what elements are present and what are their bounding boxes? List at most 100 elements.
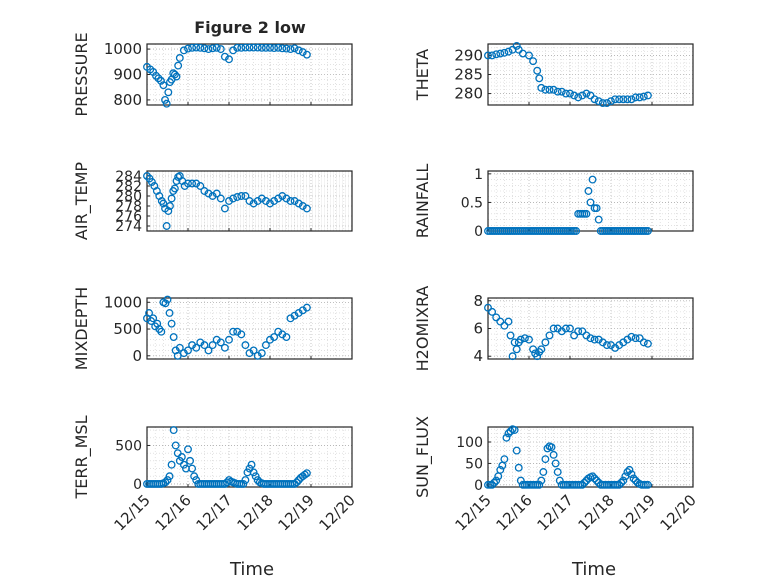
data-point: [543, 444, 552, 453]
data-point: [261, 197, 270, 205]
data-point: [186, 456, 194, 465]
data-point: [208, 192, 217, 200]
data-point: [249, 468, 258, 477]
data-point: [237, 43, 246, 52]
axes-background: [147, 298, 352, 359]
data-point: [623, 468, 632, 476]
data-point: [627, 470, 636, 479]
data-point: [177, 453, 186, 461]
y-tick-label: 0: [133, 477, 142, 493]
data-point: [561, 324, 570, 333]
x-tick-label: 12/17: [534, 491, 577, 534]
data-point: [584, 187, 593, 195]
data-point: [237, 330, 246, 339]
data-point: [510, 426, 519, 434]
y-tick-label: 900: [113, 66, 142, 84]
data-point: [261, 341, 270, 350]
data-point: [167, 460, 176, 469]
data-point: [190, 472, 199, 481]
data-point: [147, 178, 156, 186]
data-point: [617, 478, 626, 487]
data-point: [549, 450, 558, 459]
data-point: [200, 187, 209, 195]
data-point: [188, 464, 197, 473]
data-point: [282, 194, 291, 203]
data-point: [602, 99, 611, 108]
x-tick-label: 12/18: [575, 491, 618, 534]
data-point: [551, 459, 560, 468]
data-point: [492, 313, 501, 322]
data-point: [639, 92, 648, 101]
data-point: [216, 45, 225, 54]
data-point: [294, 199, 303, 208]
data-point: [170, 70, 179, 79]
data-point: [504, 429, 513, 438]
y-tick-label: 800: [113, 91, 142, 109]
data-point: [156, 76, 165, 85]
x-tick-label: 12/19: [275, 491, 318, 534]
y-tick-label: 0.5: [461, 195, 483, 211]
data-point: [594, 97, 603, 106]
data-point: [225, 476, 233, 485]
data-point: [204, 346, 213, 355]
data-point: [490, 478, 499, 487]
data-point: [266, 199, 274, 208]
data-point: [220, 343, 229, 352]
y-axis-label: THETA: [413, 49, 432, 101]
y-tick-label: 6: [473, 320, 483, 338]
data-point: [525, 335, 533, 344]
data-point: [588, 175, 597, 184]
y-tick-label: 500: [115, 438, 142, 454]
data-point: [615, 480, 624, 489]
data-point: [247, 460, 256, 469]
data-point: [225, 55, 233, 64]
data-point: [159, 81, 168, 90]
data-point: [590, 335, 599, 344]
data-point: [192, 179, 201, 188]
data-point: [278, 44, 287, 53]
data-point: [167, 194, 176, 203]
data-point: [184, 44, 192, 53]
axes-box: [487, 426, 694, 488]
y-tick-label: 285: [454, 66, 483, 84]
y-tick-label: 278: [115, 199, 142, 215]
y-axis-label: PRESSURE: [72, 32, 91, 116]
data-point: [488, 480, 497, 489]
data-point: [516, 335, 525, 344]
y-axis-label: TERR_MSL: [72, 415, 92, 499]
data-point: [175, 343, 184, 352]
data-point: [253, 43, 262, 52]
data-point: [574, 327, 583, 336]
y-axis-label: AIR_TEMP: [72, 162, 92, 240]
y-tick-label: 1000: [104, 293, 142, 311]
data-point: [172, 72, 181, 81]
data-point: [216, 194, 225, 203]
data-point: [529, 345, 538, 354]
data-point: [208, 341, 217, 350]
data-point: [586, 334, 595, 343]
data-point: [492, 476, 501, 485]
x-tick-label: 12/15: [111, 491, 154, 534]
data-point: [594, 215, 603, 224]
x-tick-label: 12/19: [616, 491, 659, 534]
data-point: [241, 476, 250, 485]
data-point: [545, 331, 554, 340]
subplot-1: 800 900 1000 PRESSURE: [72, 32, 353, 117]
data-point: [502, 433, 511, 442]
data-point: [525, 51, 533, 60]
y-tick-label: 0: [474, 478, 483, 494]
data-point: [274, 43, 283, 52]
data-point: [162, 222, 171, 230]
data-point: [302, 469, 311, 478]
data-point: [512, 41, 521, 50]
data-point: [208, 44, 217, 53]
data-point: [619, 476, 628, 485]
data-point: [500, 455, 509, 464]
data-point: [514, 463, 523, 472]
x-tick-label: 12/16: [493, 491, 536, 534]
data-point: [547, 443, 556, 452]
data-point: [504, 47, 513, 56]
data-point: [488, 51, 497, 60]
data-point: [298, 202, 307, 210]
